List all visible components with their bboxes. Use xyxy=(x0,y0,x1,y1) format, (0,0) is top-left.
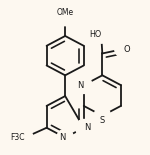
Circle shape xyxy=(94,107,111,124)
Text: F3C: F3C xyxy=(10,133,25,142)
Circle shape xyxy=(57,9,74,26)
Text: N: N xyxy=(84,123,90,132)
Text: N: N xyxy=(59,133,65,142)
Text: HO: HO xyxy=(89,30,101,39)
Circle shape xyxy=(115,41,131,57)
Text: S: S xyxy=(100,116,105,125)
Circle shape xyxy=(16,129,33,146)
Text: OMe: OMe xyxy=(57,8,74,17)
Text: O: O xyxy=(123,45,130,54)
Circle shape xyxy=(75,120,92,136)
Circle shape xyxy=(93,27,110,43)
Text: N: N xyxy=(77,81,84,90)
Circle shape xyxy=(57,129,74,146)
Circle shape xyxy=(75,77,92,93)
